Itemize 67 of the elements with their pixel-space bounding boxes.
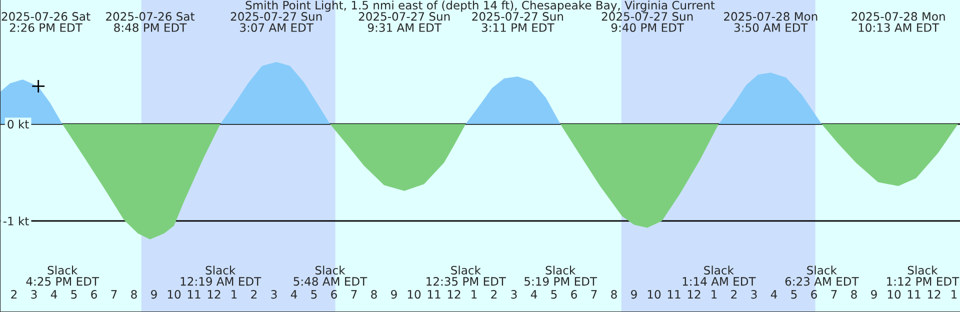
x-tick-label: 8: [131, 290, 137, 299]
x-tick-label: 2: [491, 290, 497, 299]
annotation: Slack 4:25 PM EDT: [26, 266, 100, 286]
x-tick-label: 12: [928, 290, 940, 299]
annotation: 2025-07-26 Sat 8:48 PM EDT: [106, 12, 195, 32]
x-tick-label: 7: [591, 290, 597, 299]
x-tick-label: 7: [831, 290, 837, 299]
x-tick-label: 5: [551, 290, 557, 299]
annotation: 2025-07-28 Mon 3:50 AM EDT: [724, 12, 818, 32]
annotation: Slack 5:48 AM EDT: [294, 266, 368, 286]
x-tick-label: 7: [111, 290, 117, 299]
x-tick-label: 6: [91, 290, 97, 299]
annotation: Slack 1:12 PM EDT: [887, 266, 960, 286]
annotation: Slack 6:23 AM EDT: [785, 266, 859, 286]
x-tick-label: 1: [952, 290, 957, 299]
x-tick-label: 1: [232, 290, 237, 299]
y-tick-label: 0 kt: [8, 120, 29, 129]
x-tick-label: 11: [428, 290, 440, 299]
annotation: Slack 12:19 AM EDT: [180, 266, 262, 286]
x-tick-label: 2: [11, 290, 17, 299]
x-tick-label: 1: [712, 290, 717, 299]
x-tick-label: 4: [530, 290, 538, 299]
x-tick-label: 9: [151, 290, 157, 299]
x-tick-label: 2: [731, 290, 737, 299]
annotation: 2025-07-27 Sun 3:11 PM EDT: [472, 12, 563, 32]
x-tick-label: 6: [571, 290, 577, 299]
x-tick-label: 4: [770, 290, 778, 299]
x-tick-label: 12: [448, 290, 460, 299]
x-tick-label: 8: [371, 290, 377, 299]
x-tick-label: 10: [408, 290, 421, 299]
x-tick-label: 12: [688, 290, 700, 299]
x-tick-label: 10: [168, 290, 181, 299]
x-tick-label: 7: [351, 290, 357, 299]
x-tick-label: 3: [751, 290, 757, 299]
annotation: 2025-07-27 Sun 9:31 AM EDT: [358, 12, 450, 32]
annotation: 2025-07-27 Sun 3:07 AM EDT: [230, 12, 322, 32]
x-tick-label: 5: [311, 290, 317, 299]
x-tick-label: 6: [331, 290, 337, 299]
annotation: Slack 1:14 AM EDT: [682, 266, 756, 286]
x-tick-label: 6: [811, 290, 817, 299]
x-tick-label: 11: [908, 290, 920, 299]
x-tick-label: 8: [851, 290, 857, 299]
x-tick-label: 10: [648, 290, 661, 299]
annotation: Slack 12:35 PM EDT: [426, 266, 506, 286]
x-tick-label: 10: [888, 290, 901, 299]
x-tick-label: 5: [791, 290, 797, 299]
annotation: Slack 5:19 PM EDT: [524, 266, 598, 286]
x-tick-label: 9: [631, 290, 637, 299]
x-tick-label: 3: [271, 290, 277, 299]
annotation: 2025-07-27 Sun 9:40 PM EDT: [602, 12, 693, 32]
x-tick-label: 9: [391, 290, 397, 299]
x-tick-label: 11: [668, 290, 680, 299]
x-tick-label: 1: [472, 290, 477, 299]
x-tick-label: 2: [251, 290, 257, 299]
annotation: 2025-07-26 Sat 2:26 PM EDT: [2, 12, 90, 32]
x-tick-label: 4: [290, 290, 298, 299]
x-tick-label: 11: [188, 290, 200, 299]
x-tick-label: 3: [31, 290, 37, 299]
x-tick-label: 4: [50, 290, 58, 299]
x-tick-label: 12: [208, 290, 220, 299]
x-tick-label: 8: [611, 290, 617, 299]
chart-title: Smith Point Light, 1.5 nmi east of (depth 14 ft), Chesapeake Bay, Virginia Current: [246, 0, 715, 12]
x-tick-label: 5: [71, 290, 77, 299]
x-tick-label: 3: [511, 290, 517, 299]
annotation: 2025-07-28 Mon 10:13 AM EDT: [852, 12, 945, 32]
y-tick-label: -1 kt: [3, 216, 29, 226]
x-tick-label: 9: [871, 290, 877, 299]
